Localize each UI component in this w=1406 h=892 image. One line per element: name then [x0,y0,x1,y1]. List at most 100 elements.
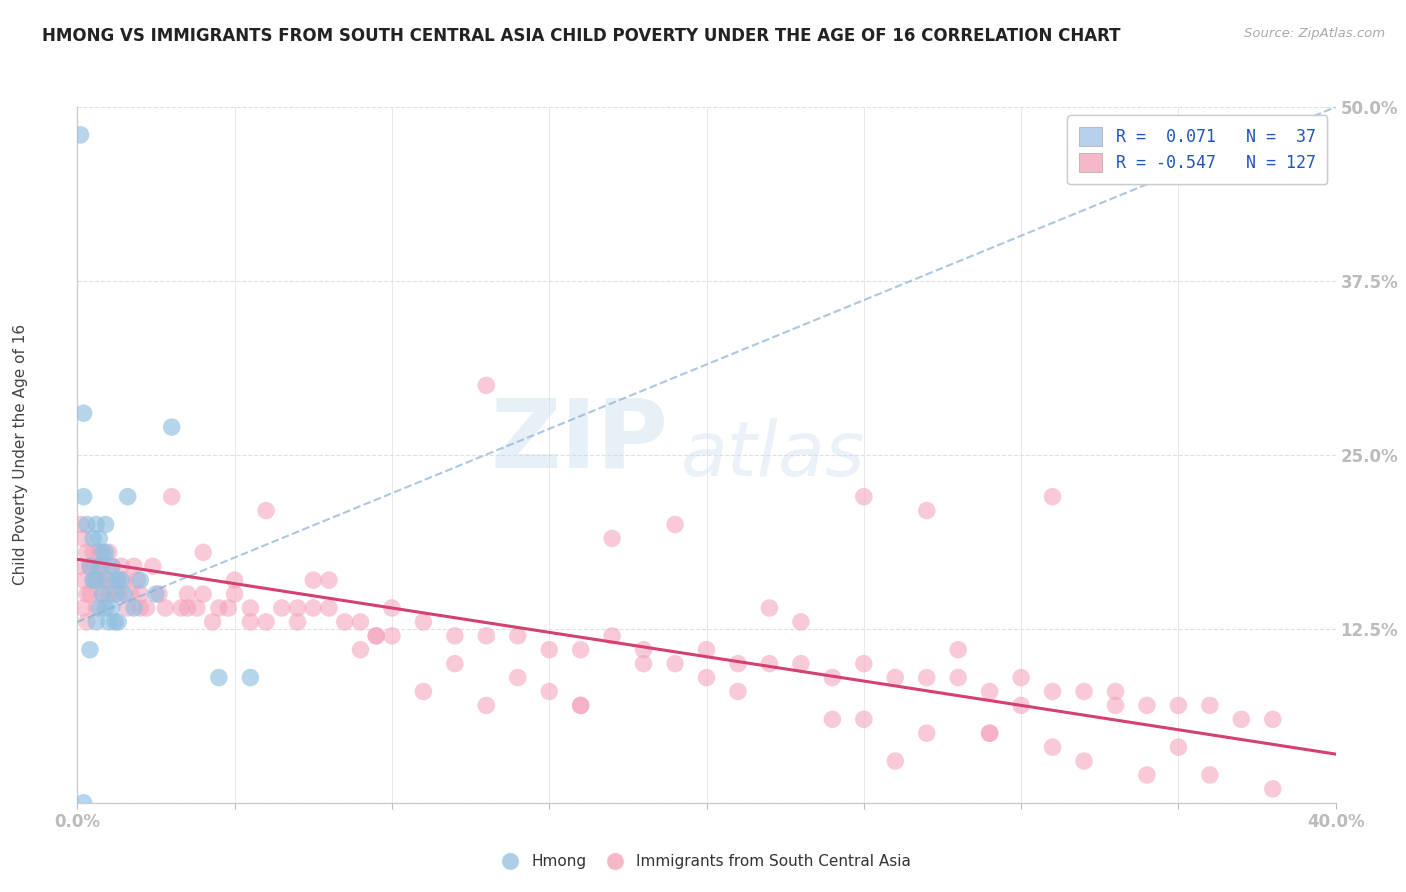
Point [97,587,120,601]
Point [94,545,117,559]
Text: Source: ZipAtlas.com: Source: ZipAtlas.com [1244,27,1385,40]
Point [97,573,120,587]
Point [82,573,104,587]
Point [444,657,467,671]
Point [84,601,107,615]
Point [91,587,114,601]
Point [287,601,309,615]
Point [412,684,434,698]
Point [852,657,875,671]
Point [82,545,104,559]
Point [148,587,170,601]
Point [569,698,592,713]
Point [333,615,356,629]
Point [254,615,277,629]
Point [104,615,127,629]
Point [366,629,388,643]
Point [142,559,165,574]
Point [91,587,114,601]
Point [821,671,844,685]
Point [1261,712,1284,726]
Point [254,503,277,517]
Point [79,559,101,574]
Point [349,615,371,629]
Point [155,601,177,615]
Point [664,517,686,532]
Point [852,490,875,504]
Point [72,573,94,587]
Point [176,587,198,601]
Point [160,490,183,504]
Point [224,573,246,587]
Point [915,503,938,517]
Point [239,601,262,615]
Point [72,796,94,810]
Point [82,573,104,587]
Point [727,684,749,698]
Point [1042,740,1064,755]
Point [948,671,970,685]
Point [89,601,111,615]
Point [318,601,340,615]
Point [412,615,434,629]
Point [366,629,388,643]
Point [97,545,120,559]
Point [114,573,136,587]
Point [89,573,111,587]
Point [117,490,139,504]
Point [1230,712,1253,726]
Point [79,642,101,657]
Point [790,657,813,671]
Point [1042,490,1064,504]
Point [852,712,875,726]
Point [91,545,114,559]
Point [84,573,107,587]
Point [1010,671,1032,685]
Point [101,601,124,615]
Point [89,532,111,546]
Point [160,420,183,434]
Point [76,615,98,629]
Point [727,657,749,671]
Point [114,587,136,601]
Text: ZIP: ZIP [491,394,669,488]
Point [979,726,1001,740]
Point [89,559,111,574]
Point [69,517,91,532]
Point [69,128,91,142]
Point [349,642,371,657]
Legend: Hmong, Immigrants from South Central Asia: Hmong, Immigrants from South Central Asi… [489,848,917,875]
Point [1136,768,1159,782]
Point [72,601,94,615]
Point [135,601,157,615]
Point [122,559,145,574]
Point [381,601,404,615]
Point [170,601,193,615]
Point [318,573,340,587]
Point [538,684,561,698]
Point [201,615,224,629]
Point [104,587,127,601]
Point [569,698,592,713]
Point [89,545,111,559]
Point [94,573,117,587]
Text: Child Poverty Under the Age of 16: Child Poverty Under the Age of 16 [13,325,28,585]
Point [84,615,107,629]
Point [1104,684,1126,698]
Point [239,615,262,629]
Point [979,684,1001,698]
Point [145,587,167,601]
Point [176,601,198,615]
Point [1198,698,1220,713]
Point [633,642,655,657]
Point [302,573,325,587]
Point [110,559,132,574]
Point [217,601,239,615]
Point [129,573,152,587]
Point [506,671,529,685]
Point [633,657,655,671]
Point [224,587,246,601]
Point [1198,768,1220,782]
Point [381,629,404,643]
Point [270,601,292,615]
